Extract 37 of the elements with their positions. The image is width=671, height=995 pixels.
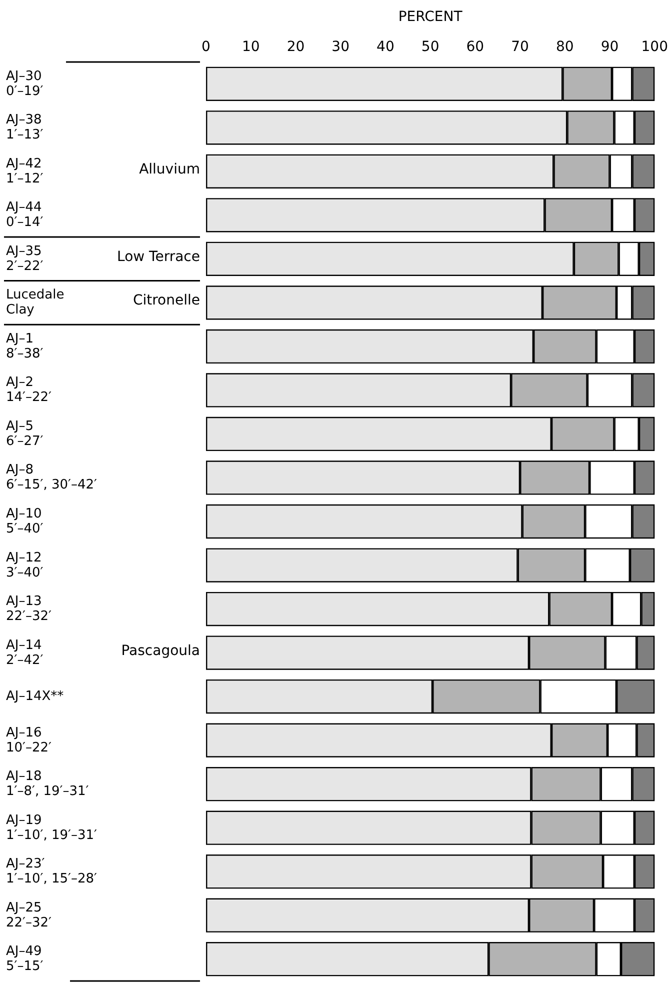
y-tick-label: AJ–2 14′–22′: [6, 375, 52, 406]
y-tick-label: AJ–14X**: [6, 689, 64, 704]
y-tick-label: AJ–38 1′–13′: [6, 112, 44, 143]
y-tick-label: AJ–8 6′–15′, 30′–42′: [6, 462, 98, 493]
y-tick-label: AJ–18 1′–8′, 19′–31′: [6, 769, 89, 800]
text: Low Terrace: [117, 248, 200, 265]
y-tick-label: AJ–49 5′–15′: [6, 944, 44, 974]
y-tick-label: AJ–1 8′–38′: [6, 331, 44, 362]
y-tick-label: AJ–14 2′–42′: [6, 638, 44, 668]
y-tick-label: AJ–25 22′–32′: [6, 900, 52, 930]
x-tick-label: 60: [466, 39, 484, 55]
x-tick-label: 80: [556, 39, 574, 55]
y-tick-label: AJ–10 5′–40′: [6, 506, 44, 536]
x-tick-label: 40: [376, 39, 394, 55]
y-tick-label: AJ–13 22′–32′: [6, 594, 52, 624]
x-tick-label: 50: [421, 39, 440, 55]
y-tick-label: Lucedale Clay: [6, 288, 64, 318]
x-tick-label: 20: [286, 39, 305, 55]
x-tick-label: 100: [641, 39, 668, 55]
text: Alluvium: [139, 161, 200, 178]
x-tick-label: 70: [511, 39, 529, 55]
x-tick-label: 10: [242, 39, 260, 55]
x-axis-title: PERCENT: [398, 9, 463, 25]
y-tick-label: AJ–44 0′–14′: [6, 200, 44, 230]
x-tick-label: 90: [600, 39, 619, 55]
y-tick-label: AJ–23′ 1′–10′, 15′–28′: [6, 856, 98, 887]
text: Pascagoula: [121, 642, 200, 659]
y-tick-label: AJ–5 6′–27′: [6, 418, 44, 449]
x-tick-label: 30: [332, 39, 350, 55]
y-tick-label: AJ–42 1′–12′: [6, 156, 44, 186]
y-tick-label: AJ–19 1′–10′, 19′–31′: [6, 812, 98, 843]
y-tick-label: AJ–35 2′–22′: [6, 244, 44, 274]
y-tick-label: AJ–16 10′–22′: [6, 725, 52, 756]
y-tick-label: AJ–30 0′–19′: [6, 68, 44, 99]
y-tick-label: AJ–12 3′–40′: [6, 550, 44, 580]
text: Citronelle: [132, 292, 200, 309]
x-tick-label: 0: [202, 39, 210, 55]
